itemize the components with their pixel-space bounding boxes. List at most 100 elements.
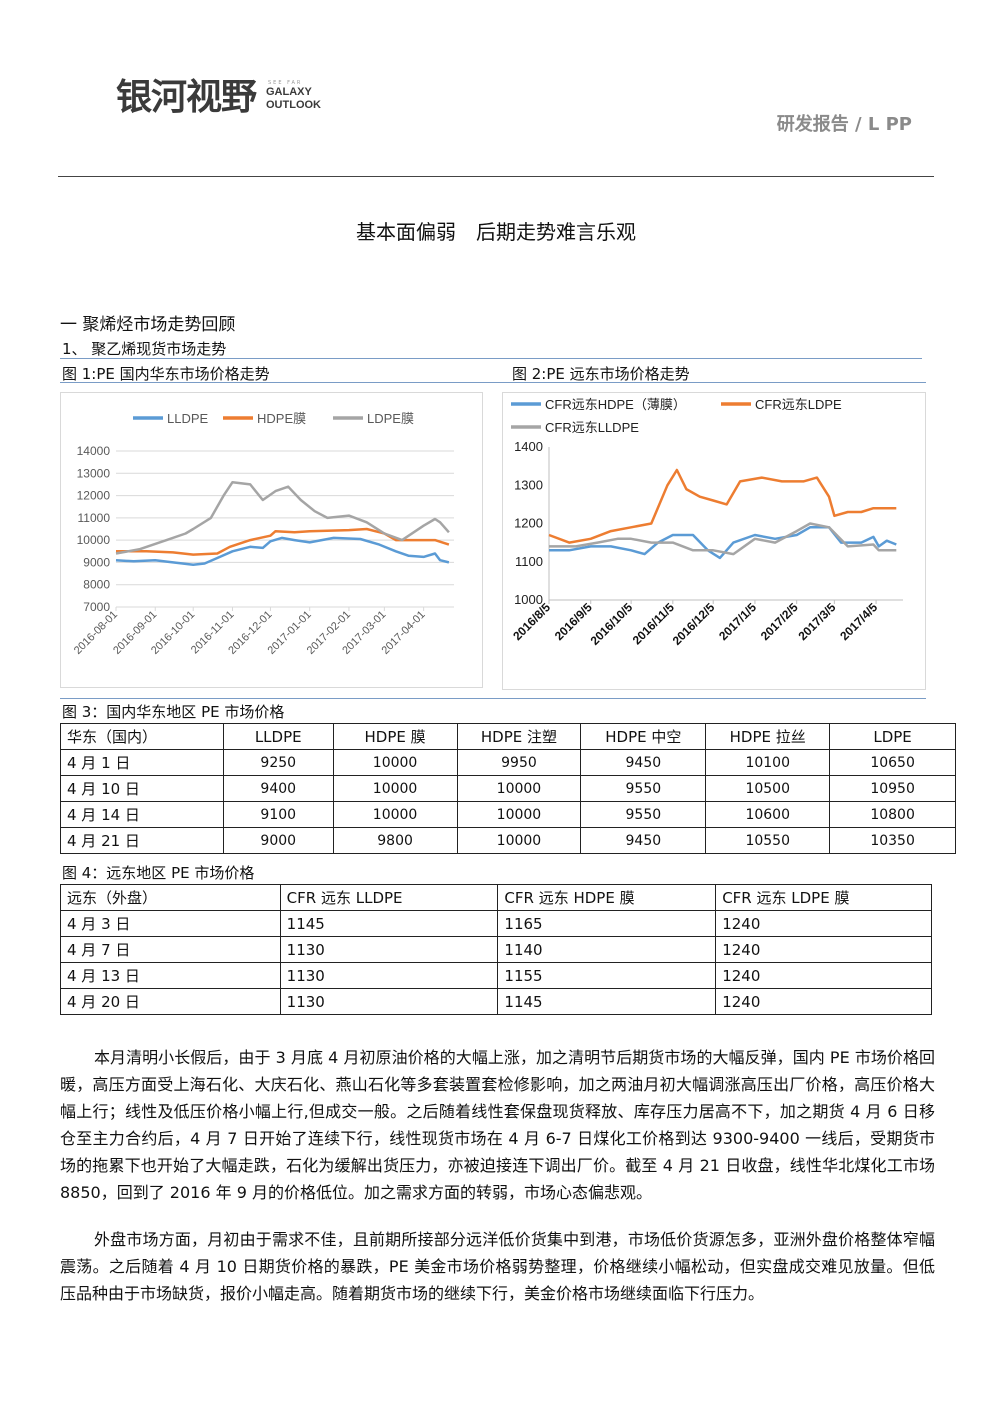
figure-2-caption: 图 2:PE 远东市场价格走势 bbox=[512, 365, 690, 383]
table-row: 4 月 3 日 1145 1165 1240 bbox=[60, 910, 932, 937]
table-cell: 9000 bbox=[222, 827, 334, 854]
x-tick-label: 2017/4/5 bbox=[837, 600, 880, 643]
table-header-cell: CFR 远东 HDPE 膜 bbox=[497, 884, 717, 911]
table-header-cell: LLDPE bbox=[222, 723, 334, 750]
figure-1-caption: 图 1:PE 国内华东市场价格走势 bbox=[62, 365, 270, 383]
table-cell: 1130 bbox=[279, 962, 499, 989]
table-row: 4 月 14 日 9100 10000 10000 9550 10600 108… bbox=[60, 801, 956, 828]
table-header-row: 华东（国内） LLDPE HDPE 膜 HDPE 注塑 HDPE 中空 HDPE… bbox=[60, 723, 956, 750]
x-tick-label: 2016/10/5 bbox=[588, 600, 636, 648]
legend-label: HDPE膜 bbox=[257, 411, 306, 426]
table-header-cell: HDPE 中空 bbox=[580, 723, 707, 750]
chart-2-frame: 1400 1300 1200 1100 1000 2016/8/5 2016/9/5 2016… bbox=[502, 392, 926, 690]
logo-english: GALAXY OUTLOOK bbox=[266, 86, 321, 112]
far-east-price-table: 远东（外盘） CFR 远东 LLDPE CFR 远东 HDPE 膜 CFR 远东… bbox=[60, 884, 932, 1015]
header-divider bbox=[58, 176, 934, 177]
y-tick-label: 1100 bbox=[515, 554, 543, 569]
y-tick-label: 10000 bbox=[77, 533, 111, 547]
table-cell: 9550 bbox=[580, 775, 707, 802]
logo-wordmark: 银河视野 bbox=[116, 77, 257, 118]
body-paragraph-domestic: 本月清明小长假后，由于 3 月底 4 月初原油价格的大幅上涨，加之清明节后期货市… bbox=[60, 1048, 935, 1202]
y-tick-label: 8000 bbox=[83, 578, 110, 592]
table-cell: 10000 bbox=[332, 749, 458, 776]
legend-label: CFR远东LDPE bbox=[755, 397, 842, 412]
x-tick-label: 2016/11/5 bbox=[630, 600, 677, 647]
table-cell: 9550 bbox=[580, 801, 707, 828]
figure-3-caption: 图 3：国内华东地区 PE 市场价格 bbox=[62, 703, 285, 721]
table-header-cell: 华东（国内） bbox=[60, 723, 224, 750]
table-cell: 9950 bbox=[456, 749, 582, 776]
table-row: 4 月 7 日 1130 1140 1240 bbox=[60, 936, 932, 963]
series-line-2 bbox=[548, 468, 897, 544]
table-cell: 1155 bbox=[497, 962, 717, 989]
table-cell: 1240 bbox=[715, 988, 932, 1015]
x-tick-label: 2017/1/5 bbox=[716, 600, 759, 643]
table-row: 4 月 13 日 1130 1155 1240 bbox=[60, 962, 932, 989]
table-cell: 1165 bbox=[497, 910, 717, 937]
table-row: 4 月 21 日 9000 9800 10000 9450 10550 1035… bbox=[60, 827, 956, 854]
table-cell: 9450 bbox=[580, 827, 707, 854]
table-header-cell: HDPE 拉丝 bbox=[705, 723, 831, 750]
chart-1-plot: 1400013000120001100010000900080007000201… bbox=[72, 411, 454, 657]
legend-label: LDPE膜 bbox=[367, 411, 414, 426]
table-cell: 10650 bbox=[829, 749, 956, 776]
table-cell: 4 月 1 日 bbox=[60, 749, 224, 776]
series-line-1 bbox=[115, 536, 450, 566]
table-cell: 9800 bbox=[332, 827, 458, 854]
x-tick-label: 2017/2/5 bbox=[758, 600, 801, 643]
table-cell: 1240 bbox=[715, 910, 932, 937]
table-cell: 10550 bbox=[705, 827, 831, 854]
series-line-3 bbox=[115, 480, 450, 555]
series-line-2 bbox=[116, 527, 450, 556]
table-cell: 10500 bbox=[705, 775, 831, 802]
table-header-cell: LDPE bbox=[829, 723, 956, 750]
subsection-heading: 1、 聚乙烯现货市场走势 bbox=[62, 340, 227, 358]
subsection-rule bbox=[60, 358, 922, 359]
table-cell: 10350 bbox=[829, 827, 956, 854]
legend-label: CFR远东LLDPE bbox=[545, 420, 639, 435]
table-cell: 9250 bbox=[222, 749, 334, 776]
table-cell: 10600 bbox=[705, 801, 831, 828]
document-title: 基本面偏弱 后期走势难言乐观 bbox=[356, 220, 636, 244]
table-cell: 10000 bbox=[332, 775, 458, 802]
table-header-cell: 远东（外盘） bbox=[60, 884, 281, 911]
legend-label: LLDPE bbox=[167, 411, 209, 426]
table-cell: 9400 bbox=[222, 775, 334, 802]
table-cell: 1145 bbox=[279, 910, 499, 937]
series-line-3 bbox=[549, 522, 897, 556]
table-cell: 10000 bbox=[332, 801, 458, 828]
table-cell: 10800 bbox=[829, 801, 956, 828]
y-tick-label: 9000 bbox=[83, 555, 110, 569]
table-cell: 1130 bbox=[279, 936, 499, 963]
table-cell: 1140 bbox=[497, 936, 717, 963]
y-tick-label: 7000 bbox=[83, 600, 110, 614]
logo-english-line1: GALAXY bbox=[266, 86, 312, 98]
table-cell: 4 月 20 日 bbox=[60, 988, 281, 1015]
table-cell: 1240 bbox=[715, 936, 932, 963]
table-row: 4 月 10 日 9400 10000 10000 9550 10500 109… bbox=[60, 775, 956, 802]
table-cell: 10950 bbox=[829, 775, 956, 802]
chart-1-frame: 14000 13000 12000 11000 10000 9000 8000 7000 201… bbox=[60, 392, 483, 688]
section-heading: 一 聚烯烃市场走势回顾 bbox=[60, 315, 236, 335]
table-header-cell: CFR 远东 LLDPE bbox=[279, 884, 499, 911]
caption-rule bbox=[60, 382, 926, 383]
table-cell: 10000 bbox=[456, 827, 582, 854]
table-cell: 4 月 14 日 bbox=[60, 801, 224, 828]
table-cell: 4 月 7 日 bbox=[60, 936, 281, 963]
y-tick-label: 1200 bbox=[514, 516, 543, 531]
legend-label: CFR远东HDPE（薄膜） bbox=[545, 397, 686, 412]
table-header-cell: HDPE 注塑 bbox=[456, 723, 582, 750]
table-cell: 1145 bbox=[497, 988, 717, 1015]
table-row: 4 月 1 日 9250 10000 9950 9450 10100 10650 bbox=[60, 749, 956, 776]
x-tick-label: 2017/3/5 bbox=[796, 600, 839, 643]
report-type-tag: 研发报告 / L PP bbox=[776, 114, 912, 135]
table-cell: 10000 bbox=[456, 801, 582, 828]
table-cell: 10000 bbox=[456, 775, 582, 802]
east-china-price-table: 华东（国内） LLDPE HDPE 膜 HDPE 注塑 HDPE 中空 HDPE… bbox=[60, 723, 956, 854]
table-cell: 10100 bbox=[705, 749, 831, 776]
chart-2-plot: 140013001200110010002016/8/52016/9/52016… bbox=[510, 397, 903, 648]
y-tick-label: 1400 bbox=[514, 439, 543, 454]
table-cell: 4 月 21 日 bbox=[60, 827, 224, 854]
table-cell: 4 月 10 日 bbox=[60, 775, 224, 802]
figure-rule bbox=[60, 698, 926, 699]
